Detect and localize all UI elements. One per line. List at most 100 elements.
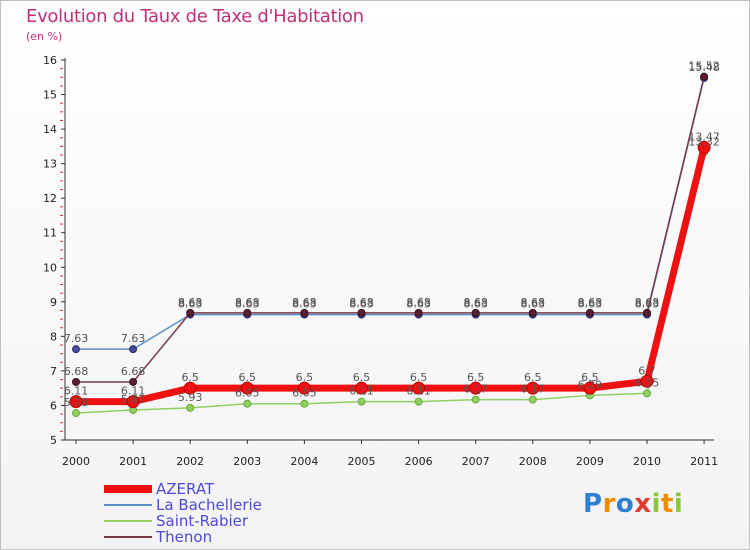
data-point xyxy=(697,140,711,154)
data-label: 5.87 xyxy=(121,393,146,406)
logo-letter: t xyxy=(660,489,674,519)
data-label: 6.68 xyxy=(64,365,89,378)
data-label: 8.68 xyxy=(235,296,260,309)
x-tick-label: 2010 xyxy=(633,455,661,468)
data-label: 6.29 xyxy=(578,378,603,391)
data-label: 8.63 xyxy=(235,298,260,311)
data-label: 6.5 xyxy=(239,371,257,384)
y-tick-label: 8 xyxy=(50,330,57,343)
data-labels-azerat: 6.11 6.116.5 6.5 6.5 6.5 6.5 6.5 6.5 6.56.713.47 xyxy=(64,130,720,397)
data-point xyxy=(72,345,80,354)
data-label: 8.68 xyxy=(578,296,603,309)
x-tick-label: 2004 xyxy=(290,455,318,468)
data-point xyxy=(414,397,423,406)
x-tick-label: 2008 xyxy=(519,455,547,468)
x-tick-label: 2002 xyxy=(176,455,204,468)
data-label: 6.7 xyxy=(638,364,656,377)
data-label: 6.5 xyxy=(581,371,599,384)
data-label: 6.5 xyxy=(296,371,314,384)
data-point xyxy=(412,381,426,395)
data-point xyxy=(528,395,537,404)
y-tick-label: 7 xyxy=(50,365,57,378)
y-tick-label: 16 xyxy=(43,54,57,67)
series-saint-rabier xyxy=(72,148,709,418)
data-label: 8.63 xyxy=(406,298,431,311)
data-point xyxy=(643,308,651,317)
data-point xyxy=(583,381,597,395)
y-tick-label: 13 xyxy=(43,158,57,171)
x-tick-label: 2009 xyxy=(576,455,604,468)
x-tick-label: 2001 xyxy=(119,455,147,468)
data-labels-saint-rabier: 5.78 5.87 5.93 6.05 6.05 6.11 6.11 6.17 6.17 6.29… xyxy=(64,136,720,409)
data-label: 6.5 xyxy=(353,371,371,384)
data-point xyxy=(528,308,537,317)
data-label: 8.63 xyxy=(521,298,546,311)
data-label: 8.63 xyxy=(178,298,203,311)
data-label: 6.5 xyxy=(467,371,485,384)
series-azerat xyxy=(69,140,711,409)
data-point xyxy=(526,381,540,395)
data-label: 6.5 xyxy=(524,371,542,384)
data-point xyxy=(643,389,651,398)
data-labels-thenon: 6.68 6.68 8.68 8.68 8.68 8.68 8.68 8.68 8.68 8.68… xyxy=(64,60,720,378)
data-point xyxy=(72,409,80,418)
logo-letter: i xyxy=(673,489,684,519)
series-line xyxy=(76,77,705,350)
data-label: 5.93 xyxy=(178,391,203,404)
data-label: 13.47 xyxy=(688,130,720,143)
data-point xyxy=(297,381,311,395)
data-point xyxy=(69,395,83,409)
data-label: 6.05 xyxy=(235,387,260,400)
data-label: 6.5 xyxy=(181,371,199,384)
y-tick-label: 12 xyxy=(43,192,57,205)
series-thenon xyxy=(72,72,709,386)
x-tick-label: 2000 xyxy=(62,455,90,468)
x-tick-label: 2006 xyxy=(405,455,433,468)
data-point xyxy=(700,72,709,81)
data-point xyxy=(186,403,195,412)
y-tick-label: 10 xyxy=(43,261,57,274)
data-point xyxy=(471,308,480,317)
data-point xyxy=(471,395,480,404)
legend-label: La Bachellerie xyxy=(156,496,262,514)
data-point xyxy=(126,395,140,409)
legend-label: Thenon xyxy=(155,528,212,546)
data-point xyxy=(414,308,423,317)
data-point xyxy=(300,308,309,317)
data-label: 8.63 xyxy=(292,298,317,311)
data-label: 6.17 xyxy=(521,383,546,396)
data-label: 8.68 xyxy=(521,296,546,309)
data-label: 6.68 xyxy=(121,365,146,378)
y-tick-label: 11 xyxy=(43,227,57,240)
data-label: 6.11 xyxy=(406,385,431,398)
legend-label: AZERAT xyxy=(156,480,215,498)
data-label: 6.05 xyxy=(292,387,317,400)
data-point xyxy=(243,399,252,408)
data-point xyxy=(129,345,138,354)
chart-title: Evolution du Taux de Taxe d'Habitation xyxy=(26,6,364,27)
data-label: 13.32 xyxy=(688,136,720,149)
data-label: 7.63 xyxy=(121,332,146,345)
data-label: 8.63 xyxy=(578,298,603,311)
data-point xyxy=(357,308,366,317)
data-point xyxy=(243,308,252,317)
logo-letter: r xyxy=(602,489,616,519)
data-point xyxy=(469,381,483,395)
series-line xyxy=(76,146,708,406)
data-label: 8.68 xyxy=(406,296,431,309)
logo-letter: i xyxy=(651,489,661,519)
data-label: 6.11 xyxy=(349,385,374,398)
y-axis-unit-label: (en %) xyxy=(26,30,63,43)
data-point xyxy=(129,377,138,386)
data-point xyxy=(585,308,594,317)
data-point xyxy=(355,381,368,395)
data-point xyxy=(72,377,80,386)
series-line xyxy=(76,76,705,383)
data-label: 8.68 xyxy=(463,296,488,309)
data-point xyxy=(183,381,197,395)
y-tick-label: 5 xyxy=(50,434,57,447)
data-point xyxy=(357,397,366,406)
